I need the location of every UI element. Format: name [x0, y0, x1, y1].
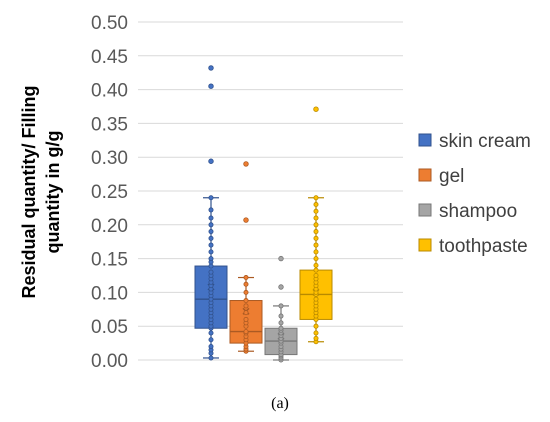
data-point	[208, 343, 214, 349]
outlier-point	[208, 158, 214, 164]
data-point	[313, 256, 319, 262]
outlier-point	[208, 83, 214, 89]
boxes	[194, 197, 333, 361]
legend-label: toothpaste	[439, 236, 528, 257]
data-point	[243, 316, 249, 322]
data-point	[313, 249, 319, 255]
data-point	[313, 215, 319, 221]
y-axis-ticks: 0.00 0.05 0.10 0.15 0.20 0.25 0.30 0.35 0.40 0.45…	[91, 13, 128, 372]
data-point	[243, 303, 249, 309]
y-tick-label: 0.05	[91, 317, 128, 338]
gridlines	[138, 21, 403, 361]
outlier-point	[278, 284, 284, 290]
data-point	[208, 249, 214, 255]
data-point	[208, 330, 214, 336]
legend-entry-skin-cream: skin cream	[418, 131, 531, 152]
data-point	[208, 263, 214, 269]
y-tick-label: 0.35	[91, 114, 128, 135]
y-tick-label: 0.30	[91, 148, 128, 169]
legend-label: skin cream	[439, 131, 531, 152]
outlier-point	[243, 161, 249, 167]
data-point	[313, 235, 319, 241]
data-point	[243, 289, 249, 295]
legend-label: gel	[439, 166, 464, 187]
legend-entry-gel: gel	[418, 166, 464, 187]
data-point	[278, 303, 284, 309]
outlier-point	[278, 255, 284, 262]
data-point	[208, 195, 214, 201]
data-point	[313, 330, 319, 336]
data-point	[313, 335, 319, 341]
data-point	[208, 355, 214, 361]
outlier-point	[208, 65, 214, 71]
legend-swatch	[418, 168, 432, 182]
data-point	[313, 323, 319, 329]
legend-entry-toothpaste: toothpaste	[418, 236, 528, 257]
data-point	[208, 222, 214, 228]
figure-caption: (a)	[271, 395, 289, 412]
data-point	[313, 267, 319, 273]
data-point	[208, 269, 214, 275]
data-point	[243, 298, 249, 304]
legend: skin cream gel shampoo toothpaste	[418, 131, 531, 257]
outlier-point	[243, 217, 249, 223]
legend-entry-shampoo: shampoo	[418, 201, 517, 222]
data-point	[313, 296, 319, 302]
outlier-point	[313, 106, 319, 112]
data-point	[278, 313, 284, 319]
data-point	[208, 242, 214, 248]
data-point	[208, 215, 214, 221]
data-point	[313, 229, 319, 235]
data-point	[313, 242, 319, 248]
data-point	[313, 202, 319, 208]
y-tick-label: 0.20	[91, 216, 128, 237]
data-point	[243, 275, 249, 281]
data-point	[208, 207, 214, 213]
y-tick-label: 0.45	[91, 47, 128, 68]
legend-label: shampoo	[439, 201, 517, 222]
data-point	[243, 329, 249, 335]
data-point	[313, 195, 319, 201]
legend-swatch	[418, 203, 432, 217]
data-point	[208, 337, 214, 343]
y-tick-label: 0.15	[91, 250, 128, 271]
y-tick-label: 0.10	[91, 283, 128, 304]
y-tick-label: 0.50	[91, 13, 128, 34]
data-point	[208, 229, 214, 235]
y-tick-label: 0.40	[91, 81, 128, 102]
y-tick-label: 0.00	[91, 351, 128, 372]
data-point	[313, 208, 319, 214]
data-point	[313, 262, 319, 268]
y-axis-label-line-2: quantity in g/g	[43, 131, 63, 254]
data-point	[243, 281, 249, 287]
y-tick-label: 0.25	[91, 182, 128, 203]
data-point	[278, 320, 284, 326]
data-point	[208, 256, 214, 262]
data-points	[208, 65, 319, 363]
data-point	[208, 235, 214, 241]
data-point	[278, 325, 284, 331]
legend-swatch	[418, 238, 432, 252]
data-point	[313, 222, 319, 228]
data-point	[313, 272, 319, 278]
legend-swatch	[418, 133, 432, 147]
y-axis-label-line-1: Residual quantity/ Filling	[19, 85, 39, 298]
data-point	[243, 310, 249, 316]
